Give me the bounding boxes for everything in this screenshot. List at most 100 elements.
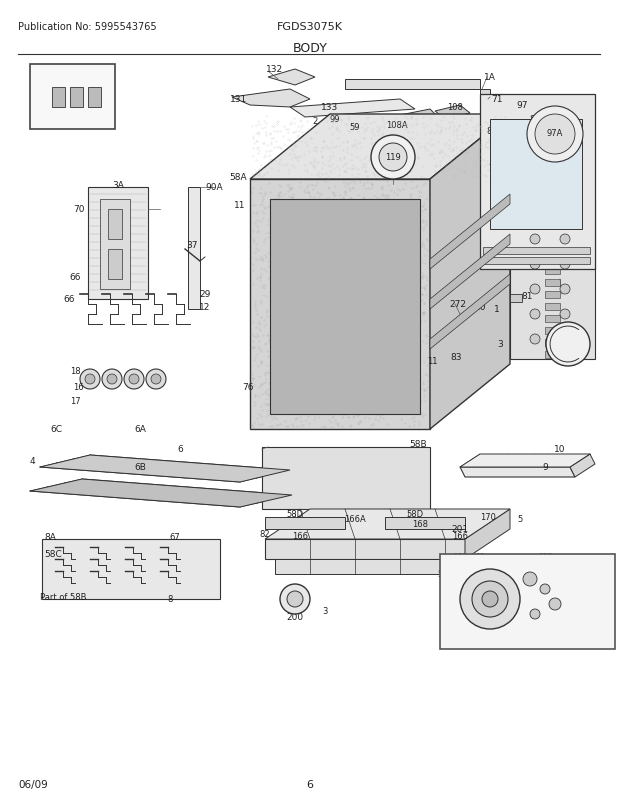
- Text: 66: 66: [69, 273, 81, 282]
- Circle shape: [530, 610, 540, 619]
- Text: 4: 4: [29, 457, 35, 466]
- Text: 9: 9: [542, 463, 548, 472]
- Polygon shape: [262, 448, 430, 509]
- Text: 29: 29: [475, 553, 485, 561]
- Bar: [490, 119, 582, 229]
- Circle shape: [530, 310, 540, 320]
- Text: 197: 197: [448, 613, 463, 622]
- Circle shape: [102, 370, 122, 390]
- Circle shape: [560, 334, 570, 345]
- Circle shape: [546, 322, 590, 367]
- Text: FGDS3075K: FGDS3075K: [277, 22, 343, 32]
- Text: 97A: 97A: [547, 128, 563, 137]
- Text: 82: 82: [260, 530, 270, 539]
- Circle shape: [540, 585, 550, 594]
- Text: 29: 29: [320, 365, 330, 374]
- Circle shape: [523, 573, 537, 586]
- Circle shape: [530, 285, 540, 294]
- Bar: [100, 200, 130, 290]
- Text: 155: 155: [453, 553, 467, 561]
- Text: 133: 133: [321, 103, 339, 112]
- Bar: [270, 200, 420, 415]
- Bar: [52, 88, 65, 107]
- Text: 90A: 90A: [205, 184, 223, 192]
- Circle shape: [560, 260, 570, 269]
- Text: 60: 60: [474, 303, 485, 312]
- Circle shape: [560, 235, 570, 245]
- Polygon shape: [188, 188, 200, 310]
- Circle shape: [146, 370, 166, 390]
- Text: 97: 97: [516, 100, 528, 109]
- Circle shape: [124, 370, 144, 390]
- Polygon shape: [290, 100, 415, 118]
- Circle shape: [280, 585, 310, 614]
- Text: 166: 166: [292, 532, 308, 541]
- Text: 58D: 58D: [286, 510, 304, 519]
- Text: 58A: 58A: [229, 173, 247, 182]
- Text: 25: 25: [305, 350, 315, 359]
- Text: 1: 1: [494, 305, 500, 314]
- Polygon shape: [265, 539, 465, 559]
- Circle shape: [472, 581, 508, 618]
- Text: 168A: 168A: [464, 569, 486, 579]
- Circle shape: [530, 235, 540, 245]
- Text: 6A: 6A: [134, 425, 146, 434]
- Circle shape: [535, 115, 575, 155]
- Text: 5: 5: [437, 569, 443, 579]
- Text: 3: 3: [322, 607, 328, 616]
- Circle shape: [560, 285, 570, 294]
- Bar: [510, 158, 528, 170]
- Text: 5: 5: [517, 515, 523, 524]
- Text: 127: 127: [339, 333, 356, 342]
- Bar: [545, 316, 560, 322]
- Bar: [108, 210, 122, 240]
- Text: Publication No: 5995543765: Publication No: 5995543765: [18, 22, 157, 32]
- Text: 111: 111: [473, 625, 487, 634]
- Polygon shape: [232, 90, 310, 107]
- Bar: [483, 257, 590, 265]
- Polygon shape: [30, 480, 292, 508]
- Text: 90: 90: [407, 347, 417, 356]
- Text: 170: 170: [502, 567, 518, 576]
- Bar: [545, 256, 560, 263]
- Bar: [88, 88, 101, 107]
- Text: 62: 62: [563, 340, 574, 349]
- Polygon shape: [430, 235, 510, 310]
- Text: 2: 2: [312, 117, 317, 127]
- Circle shape: [482, 591, 498, 607]
- Text: 58D: 58D: [407, 510, 423, 519]
- Text: 81: 81: [521, 292, 533, 301]
- Polygon shape: [265, 517, 345, 529]
- Text: 71: 71: [491, 95, 503, 104]
- Text: 166: 166: [452, 532, 468, 541]
- Circle shape: [287, 591, 303, 607]
- Bar: [545, 327, 560, 334]
- Polygon shape: [430, 274, 510, 350]
- Text: 17: 17: [69, 397, 81, 406]
- Text: 11: 11: [427, 357, 437, 366]
- Circle shape: [530, 334, 540, 345]
- Text: 166A: 166A: [344, 515, 366, 524]
- Bar: [483, 248, 590, 255]
- Text: 272: 272: [450, 300, 466, 309]
- Text: 29: 29: [199, 290, 211, 299]
- Text: 6: 6: [306, 779, 314, 789]
- Bar: [545, 339, 560, 346]
- Polygon shape: [275, 559, 480, 574]
- Circle shape: [129, 375, 139, 384]
- Text: 67: 67: [170, 533, 180, 542]
- Text: 59: 59: [350, 124, 360, 132]
- Bar: [545, 292, 560, 298]
- Circle shape: [560, 210, 570, 220]
- Polygon shape: [268, 70, 315, 86]
- Bar: [545, 220, 560, 227]
- Polygon shape: [430, 195, 510, 269]
- Circle shape: [527, 107, 583, 163]
- Text: Part of 58B: Part of 58B: [40, 593, 87, 602]
- Text: 66: 66: [63, 295, 75, 304]
- Text: 06/09: 06/09: [18, 779, 48, 789]
- Polygon shape: [570, 455, 595, 477]
- Text: BFGDS3075KBA: BFGDS3075KBA: [539, 638, 600, 647]
- Polygon shape: [460, 455, 590, 468]
- Text: 70: 70: [554, 357, 565, 366]
